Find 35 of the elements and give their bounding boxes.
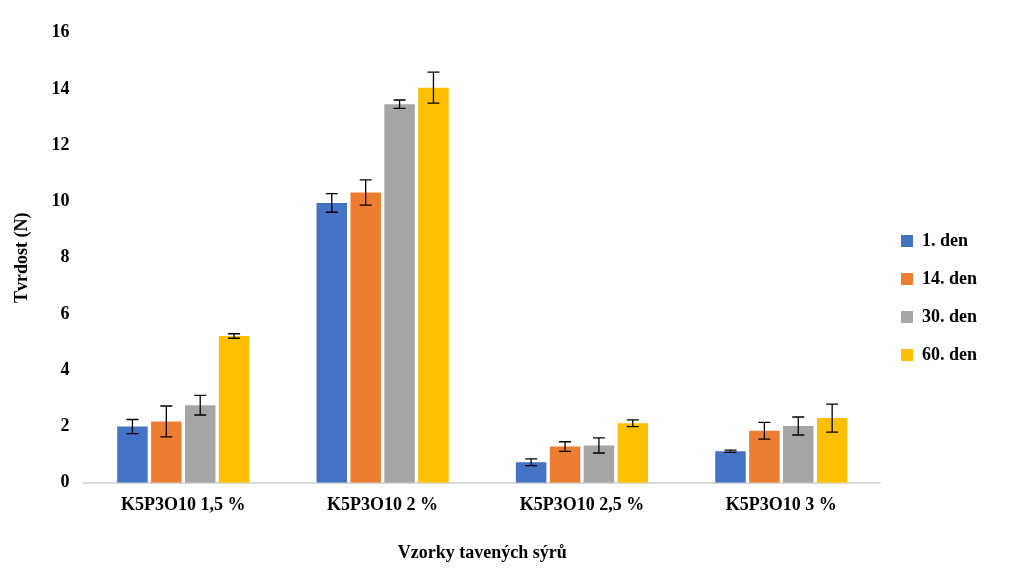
bar: [816, 418, 848, 483]
y-tick-label: 14: [51, 77, 70, 98]
y-tick-label: 6: [60, 302, 70, 323]
y-axis-title: Tvrdost (N): [11, 212, 33, 304]
y-tick-label: 0: [60, 471, 70, 492]
x-tick-label: K5P3O10 3 %: [725, 494, 837, 515]
x-axis-title: Vzorky tavených sýrů: [397, 541, 567, 562]
legend-label: 60. den: [921, 343, 977, 364]
x-tick-label: K5P3O10 2,5 %: [519, 494, 645, 515]
bar: [715, 451, 746, 483]
bar: [184, 405, 216, 483]
bar: [749, 430, 780, 483]
bar: [316, 202, 348, 483]
bar: [549, 446, 581, 483]
bar: [515, 462, 547, 483]
bar: [583, 445, 615, 483]
y-tick-label: 16: [51, 21, 70, 42]
y-tick-label: 8: [60, 246, 70, 267]
bar: [350, 192, 381, 483]
x-tick-label: K5P3O10 1,5 %: [121, 494, 246, 515]
x-tick-label: K5P3O10 2 %: [327, 494, 439, 515]
y-tick-label: 2: [60, 415, 70, 436]
bar: [617, 423, 649, 483]
bar: [384, 104, 415, 483]
legend-label: 30. den: [921, 305, 977, 326]
bar: [418, 87, 449, 483]
y-tick-label: 12: [51, 133, 70, 154]
legend-label: 1. den: [921, 229, 968, 250]
y-tick-label: 4: [60, 358, 70, 379]
bar: [783, 425, 814, 483]
bar: [218, 335, 250, 483]
bar: [117, 426, 148, 483]
bar: [151, 421, 182, 483]
legend-label: 14. den: [921, 267, 977, 288]
y-tick-label: 10: [51, 190, 70, 211]
